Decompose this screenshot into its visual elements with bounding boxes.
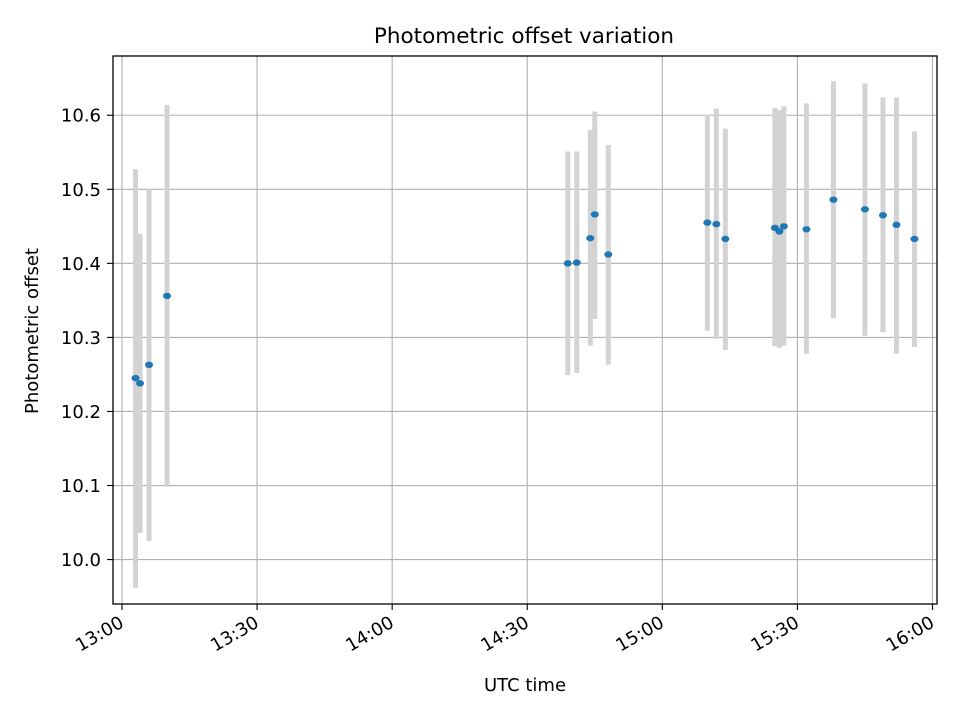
y-tick-label: 10.4 [61,254,101,275]
x-tick-label: 16:00 [883,612,938,656]
data-point [779,223,788,230]
data-point [829,196,838,203]
data-points [131,196,919,387]
x-tick-label: 15:30 [747,612,802,656]
data-point [860,206,869,213]
data-point [712,220,721,228]
data-point [163,292,172,300]
data-point [586,234,595,242]
x-axis-label: UTC time [484,675,566,696]
x-tick-label: 13:00 [72,612,127,656]
data-point [604,251,613,258]
x-tick-label: 13:30 [207,612,262,656]
y-tick-label: 10.6 [61,106,101,127]
data-point [703,219,712,226]
data-point [775,228,784,235]
y-axis-ticks: 10.0 10.1 10.2 10.3 10.4 10.5 10.6 [61,106,113,571]
data-point [878,212,887,219]
data-point [910,235,919,243]
y-tick-label: 10.2 [61,402,101,423]
data-point [802,226,811,233]
data-point [563,260,572,267]
x-tick-label: 14:30 [477,612,532,656]
grid-lines [113,56,937,604]
chart-title: Photometric offset variation [374,24,674,49]
y-axis-label: Photometric offset [22,248,43,414]
data-point [572,259,581,266]
data-point [590,211,599,218]
x-tick-label: 14:00 [342,612,397,656]
y-tick-label: 10.0 [61,550,101,571]
data-point [145,361,154,369]
data-point [131,374,140,382]
y-tick-label: 10.5 [61,180,101,201]
x-tick-label: 15:00 [612,612,667,656]
y-tick-label: 10.3 [61,328,101,349]
data-point [136,380,145,387]
data-point [721,235,730,243]
plot-frame [112,55,938,605]
x-axis-ticks: 13:00 13:30 14:00 14:30 15:00 15:30 16:00 [72,604,938,656]
data-point [892,221,901,229]
y-tick-label: 10.1 [61,476,101,497]
